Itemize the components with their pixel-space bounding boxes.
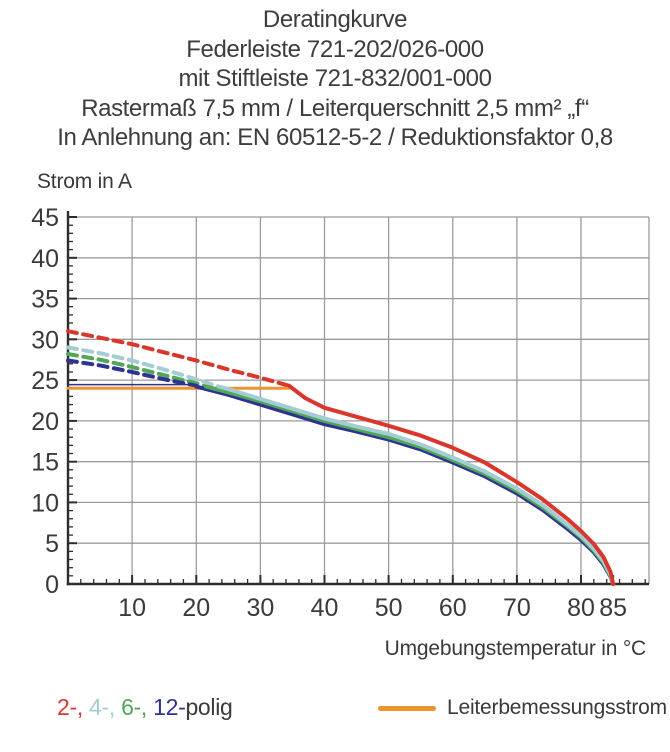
legend-item-12polig: 12- bbox=[153, 694, 186, 720]
svg-text:70: 70 bbox=[503, 594, 531, 622]
rated-current-swatch bbox=[378, 705, 436, 711]
series-2-polig bbox=[287, 383, 616, 586]
svg-text:40: 40 bbox=[31, 245, 59, 273]
title-line-1: Deratingkurve bbox=[262, 6, 408, 33]
y-axis-label: Strom in A bbox=[37, 170, 132, 193]
title-line-5: In Anlehnung an: EN 60512-5-2 / Reduktio… bbox=[57, 124, 613, 151]
series-6-polig bbox=[203, 384, 616, 586]
title-line-4: Rastermaß 7,5 mm / Leiterquerschnitt 2,5… bbox=[81, 94, 589, 122]
series-12-polig bbox=[194, 384, 616, 586]
svg-text:25: 25 bbox=[31, 367, 59, 395]
svg-text:45: 45 bbox=[31, 204, 59, 232]
title-line-3: mit Stiftleiste 721-832/001-000 bbox=[178, 65, 492, 92]
svg-text:20: 20 bbox=[31, 408, 59, 436]
svg-text:0: 0 bbox=[45, 571, 59, 599]
svg-text:30: 30 bbox=[31, 326, 59, 354]
svg-text:40: 40 bbox=[311, 594, 339, 622]
svg-text:10: 10 bbox=[118, 594, 146, 622]
series-4-polig-dashed bbox=[66, 345, 221, 389]
series-2-polig-dashed bbox=[66, 329, 292, 388]
svg-text:15: 15 bbox=[31, 449, 59, 477]
svg-text:5: 5 bbox=[45, 530, 59, 558]
tick-marks bbox=[68, 216, 646, 585]
svg-text:80: 80 bbox=[567, 594, 595, 622]
title-block: Deratingkurve Federleiste 721-202/026-00… bbox=[0, 5, 670, 153]
x-axis-label: Umgebungstemperatur in °C bbox=[384, 637, 647, 660]
legend-item-4polig: 4-, bbox=[89, 694, 122, 720]
series-4-polig bbox=[216, 384, 616, 586]
svg-text:30: 30 bbox=[246, 594, 274, 622]
svg-text:35: 35 bbox=[31, 286, 59, 314]
axes bbox=[66, 211, 649, 586]
legend-item-2polig: 2-, bbox=[57, 694, 90, 720]
gridlines bbox=[68, 216, 650, 584]
svg-text:60: 60 bbox=[439, 594, 467, 622]
rated-current-label: Leiterbemessungsstrom bbox=[447, 696, 667, 719]
legend-suffix: polig bbox=[185, 694, 233, 720]
svg-text:50: 50 bbox=[375, 594, 403, 622]
svg-text:85: 85 bbox=[599, 594, 627, 622]
legend-polig: 2-, 4-, 6-, 12-polig bbox=[57, 694, 233, 721]
series-6-polig-dashed bbox=[66, 352, 208, 389]
derating-chart: 10 20 30 40 50 60 70 80 85 0 5 10 15 20 25 30 35 40 45 bbox=[31, 204, 650, 622]
tick-labels: 10 20 30 40 50 60 70 80 85 0 5 10 15 20 25 30 35 40 45 bbox=[31, 204, 627, 622]
title-line-2: Federleiste 721-202/026-000 bbox=[186, 35, 484, 63]
svg-text:20: 20 bbox=[182, 594, 210, 622]
series-lines bbox=[66, 329, 616, 586]
svg-text:10: 10 bbox=[31, 489, 59, 517]
legend-item-6polig: 6-, bbox=[121, 694, 154, 720]
legend-rated-current: Leiterbemessungsstrom bbox=[378, 694, 667, 722]
series-12-polig-dashed bbox=[66, 358, 199, 388]
